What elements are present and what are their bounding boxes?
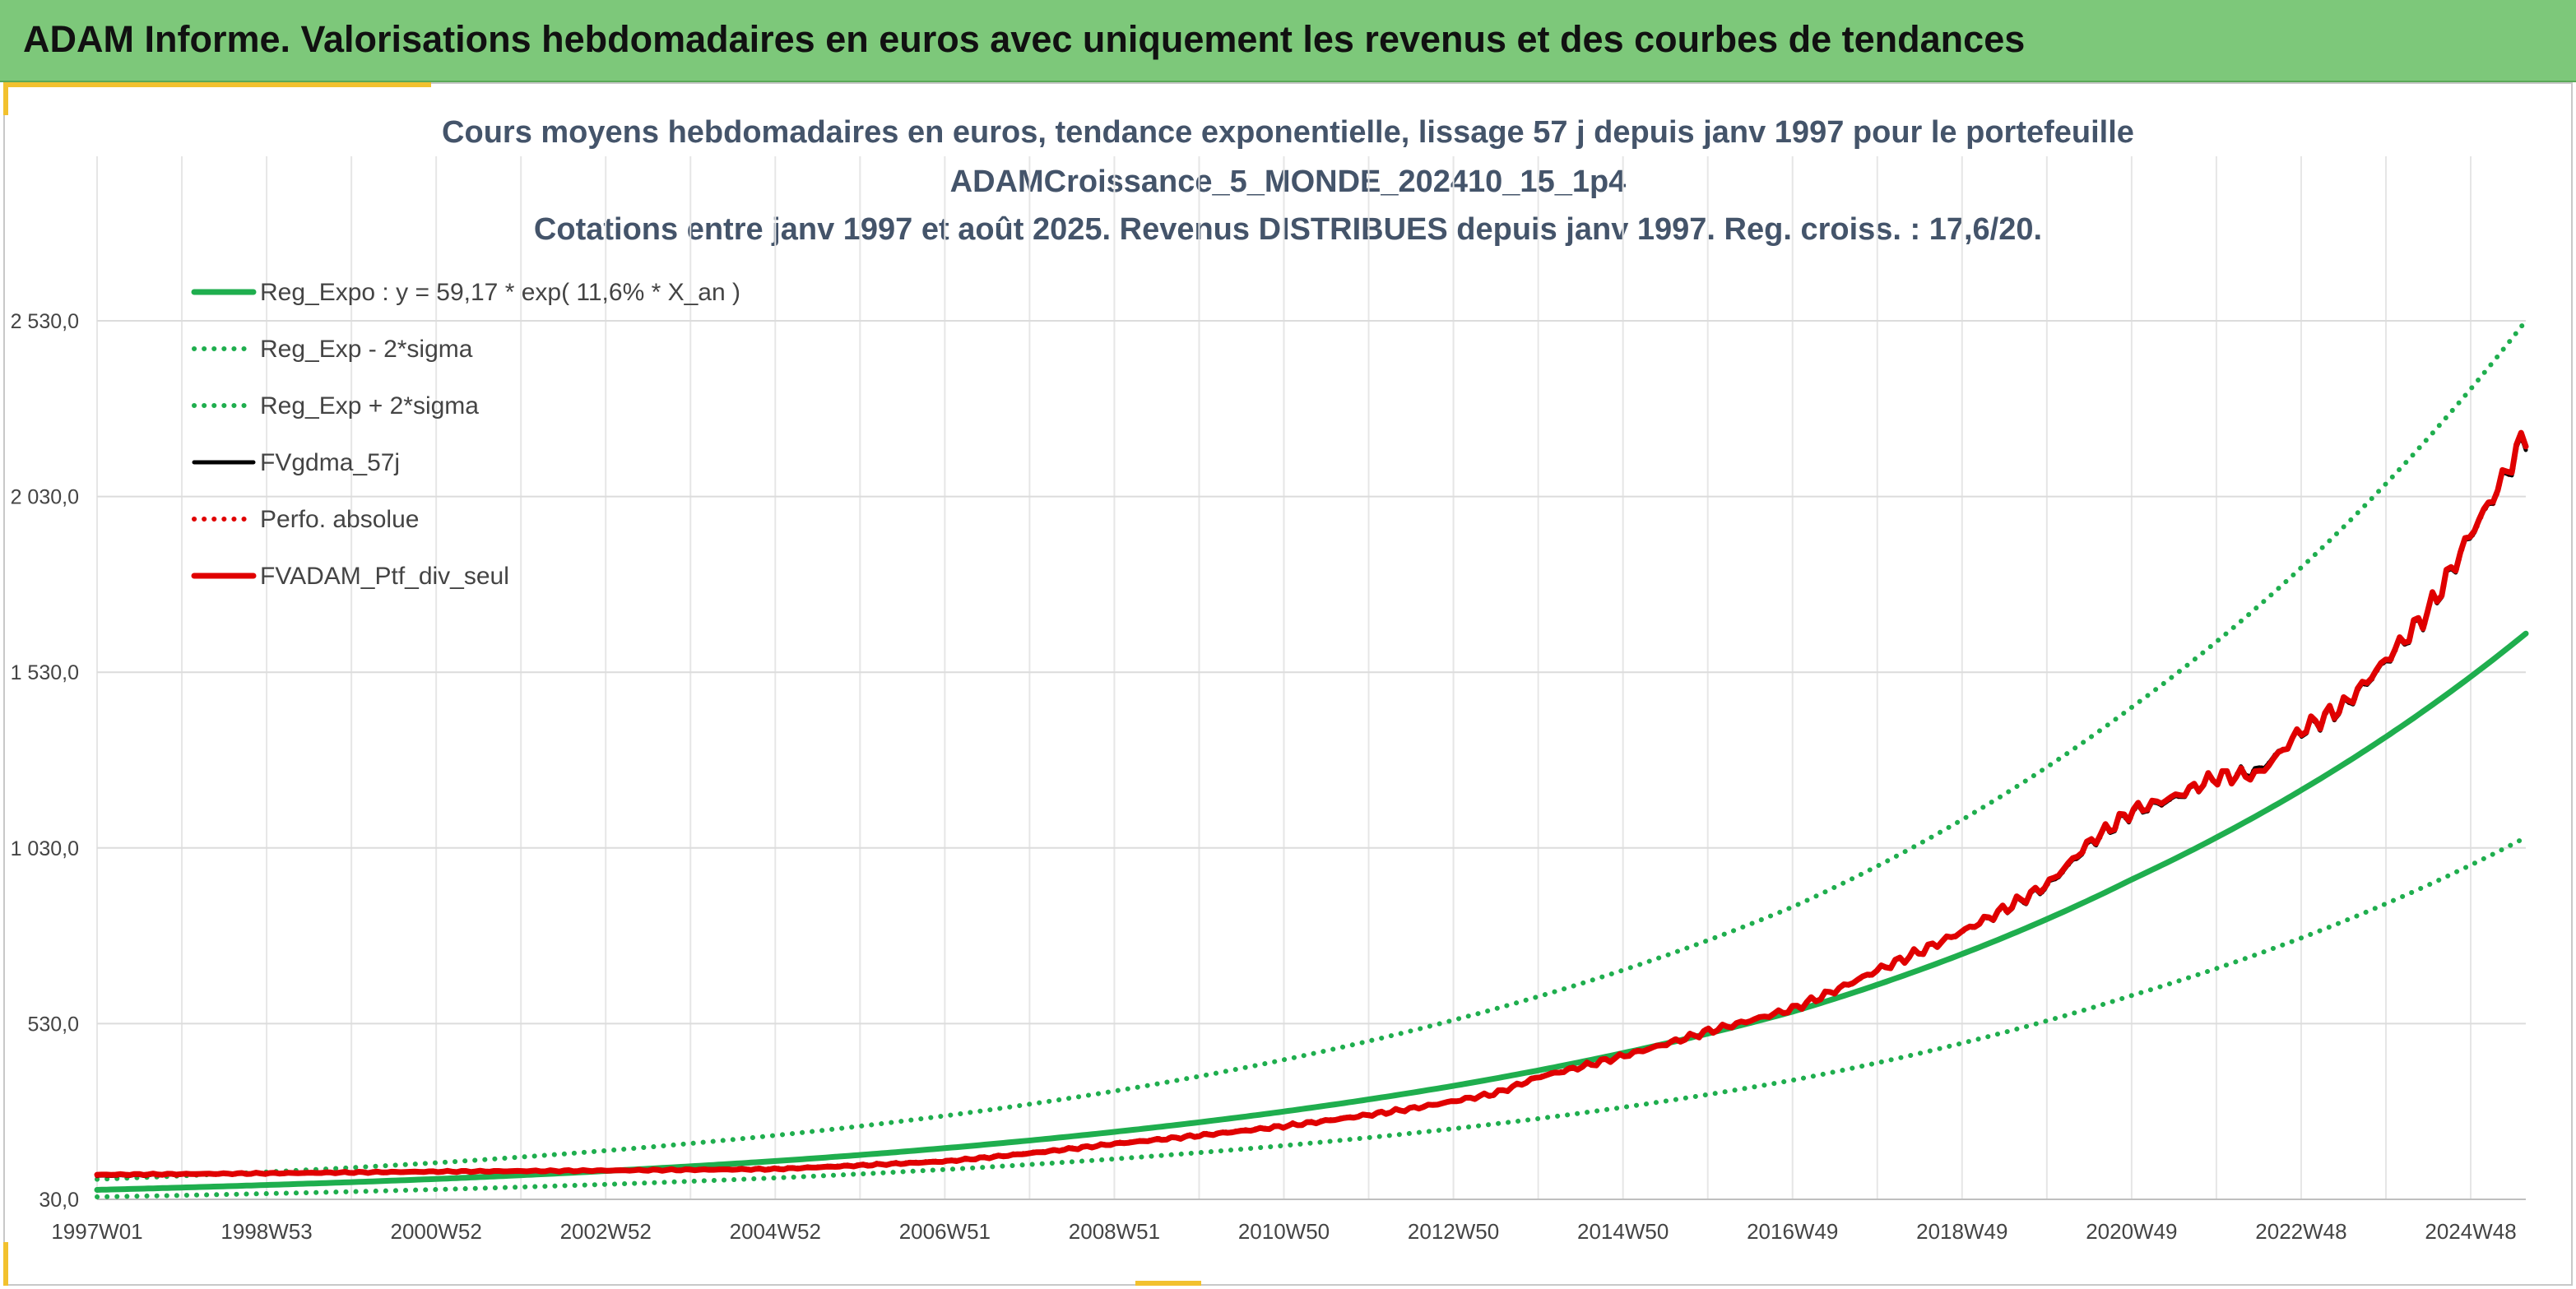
y-tick-label: 530,0 — [27, 1013, 79, 1036]
legend-label: FVgdma_57j — [260, 449, 400, 476]
chart-title-line-1: Cours moyens hebdomadaires en euros, ten… — [442, 115, 2134, 150]
x-tick-label: 2020W49 — [2086, 1219, 2177, 1244]
x-tick-label: 2012W50 — [1408, 1219, 1499, 1244]
x-tick-label: 2002W52 — [560, 1219, 652, 1244]
frame-accent-top-left — [3, 82, 431, 87]
x-tick-label: 2010W50 — [1238, 1219, 1330, 1244]
legend-label: Reg_Exp + 2*sigma — [260, 392, 479, 420]
y-tick-label: 30,0 — [39, 1189, 79, 1212]
legend-label: Perfo. absolue — [260, 506, 419, 533]
x-tick-label: 2006W51 — [899, 1219, 991, 1244]
y-tick-label: 1 030,0 — [11, 837, 79, 860]
series-line — [95, 318, 2528, 1182]
y-tick-label: 1 530,0 — [11, 661, 79, 684]
chart-title-line-3: Cotations entre janv 1997 et août 2025. … — [533, 212, 2043, 247]
x-tick-label: 2000W52 — [390, 1219, 481, 1244]
x-tick-label: 2024W48 — [2425, 1219, 2516, 1244]
chart-frame — [3, 82, 2573, 1286]
series-line — [95, 835, 2528, 1199]
report-title: ADAM Informe. Valorisations hebdomadaire… — [23, 18, 2026, 60]
y-tick-label: 2 530,0 — [11, 310, 79, 333]
x-tick-label: 2014W50 — [1577, 1219, 1669, 1244]
frame-accent-bottom — [1135, 1281, 1201, 1286]
x-tick-label: 2018W49 — [1916, 1219, 2007, 1244]
x-tick-label: 1998W53 — [220, 1219, 312, 1244]
chart-title-line-2: ADAMCroissance_5_MONDE_202410_15_1p4 — [949, 165, 1627, 199]
legend-label: Reg_Exp - 2*sigma — [260, 336, 473, 363]
x-tick-label: 2008W51 — [1069, 1219, 1160, 1244]
legend-label: Reg_Expo : y = 59,17 * exp( 11,6% * X_an… — [260, 279, 740, 306]
x-tick-label: 1997W01 — [51, 1219, 142, 1244]
x-tick-label: 2004W52 — [730, 1219, 821, 1244]
frame-accent-left — [3, 82, 8, 115]
series-line — [94, 630, 2529, 1193]
series-line — [94, 429, 2529, 1178]
y-tick-label: 2 030,0 — [11, 486, 79, 509]
header-banner: ADAM Informe. Valorisations hebdomadaire… — [0, 0, 2576, 82]
frame-accent-bottom-left — [3, 1242, 8, 1286]
x-tick-label: 2016W49 — [1747, 1219, 1838, 1244]
legend-label: FVADAM_Ptf_div_seul — [260, 563, 509, 590]
x-tick-label: 2022W48 — [2255, 1219, 2346, 1244]
